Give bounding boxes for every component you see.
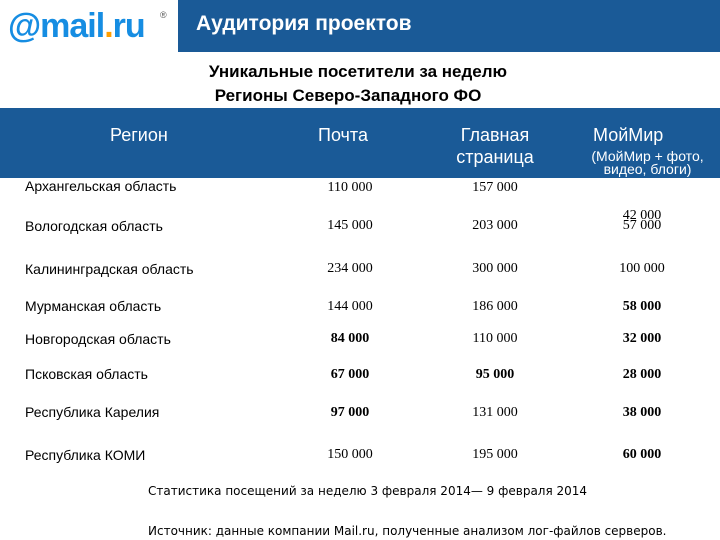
logo-at-symbol: @	[8, 7, 41, 45]
cell-main-page: 186 000	[472, 299, 518, 314]
table-row: Вологодская область 145 000 203 000 57 0…	[0, 218, 720, 238]
cell-pochta: 97 000	[330, 405, 370, 420]
cell-region: Мурманская область	[25, 298, 162, 314]
cell-pochta: 67 000	[330, 367, 370, 382]
logo-mail-text: mail	[40, 7, 105, 45]
table-row: Республика КОМИ 150 000 195 000 60 000	[0, 447, 720, 467]
stats-period-note: Статистика посещений за неделю 3 февраля…	[148, 484, 588, 498]
logo-dot: .	[104, 7, 114, 45]
cell-region: Псковская область	[25, 366, 148, 382]
cell-region: Вологодская область	[25, 218, 163, 234]
mailru-logo: @mail.ru	[8, 6, 146, 46]
table-row: Калининградская область 234 000 300 000 …	[0, 261, 720, 281]
table-row: Новгородская область 84 000 110 000 32 0…	[0, 331, 720, 351]
logo-ru-text: ru	[112, 7, 146, 45]
cell-moimir: 60 000	[622, 447, 662, 462]
cell-moimir: 38 000	[622, 405, 662, 420]
cell-region: Республика Карелия	[25, 404, 160, 420]
cell-main-page: 195 000	[472, 447, 518, 462]
cell-pochta: 234 000	[327, 261, 373, 276]
table-row: Архангельская область 110 000 157 000 42…	[0, 178, 720, 223]
cell-main-page: 131 000	[472, 405, 518, 420]
cell-main-page: 95 000	[475, 367, 515, 382]
cell-main-page: 110 000	[472, 331, 518, 346]
cell-pochta: 110 000	[327, 180, 373, 195]
cell-pochta: 144 000	[327, 299, 373, 314]
cell-region: Республика КОМИ	[25, 447, 146, 463]
column-header-moimir: МойМир	[593, 125, 664, 145]
cell-moimir: 57 000	[622, 218, 662, 233]
cell-moimir: 100 000	[619, 261, 665, 276]
cell-region: Калининградская область	[25, 261, 194, 277]
column-header-region: Регион	[110, 125, 168, 145]
column-header-pochta: Почта	[318, 125, 368, 145]
table-title-line1: Уникальные посетители за неделю	[208, 62, 508, 81]
source-note: Источник: данные компании Mail.ru, получ…	[148, 524, 667, 538]
cell-pochta: 84 000	[330, 331, 370, 346]
cell-region: Архангельская область	[25, 178, 177, 194]
cell-moimir: 58 000	[622, 299, 662, 314]
table-row: Республика Карелия 97 000 131 000 38 000	[0, 404, 720, 424]
cell-moimir: 32 000	[622, 331, 662, 346]
cell-main-page: 300 000	[472, 261, 518, 276]
cell-region: Новгородская область	[25, 331, 171, 347]
cell-pochta: 145 000	[327, 218, 373, 233]
cell-moimir: 42 000	[622, 208, 662, 223]
column-header-main-page: Главная страница	[456, 125, 534, 167]
cell-main-page: 157 000	[472, 180, 518, 195]
table-row: Псковская область 67 000 95 000 28 000	[0, 366, 720, 386]
cell-main-page: 203 000	[472, 218, 518, 233]
registered-mark: ®	[160, 10, 167, 20]
page-title: Аудитория проектов	[196, 12, 412, 35]
table-title-line2: Регионы Северо-Западного ФО	[214, 86, 482, 105]
cell-pochta: 150 000	[327, 447, 373, 462]
table-header	[0, 108, 720, 178]
cell-moimir: 28 000	[622, 367, 662, 382]
table-row: Мурманская область 144 000 186 000 58 00…	[0, 298, 720, 318]
column-header-moimir-subtitle: (МойМир + фото, видео, блоги)	[591, 148, 704, 177]
logo-area: @mail.ru ®	[0, 0, 178, 52]
